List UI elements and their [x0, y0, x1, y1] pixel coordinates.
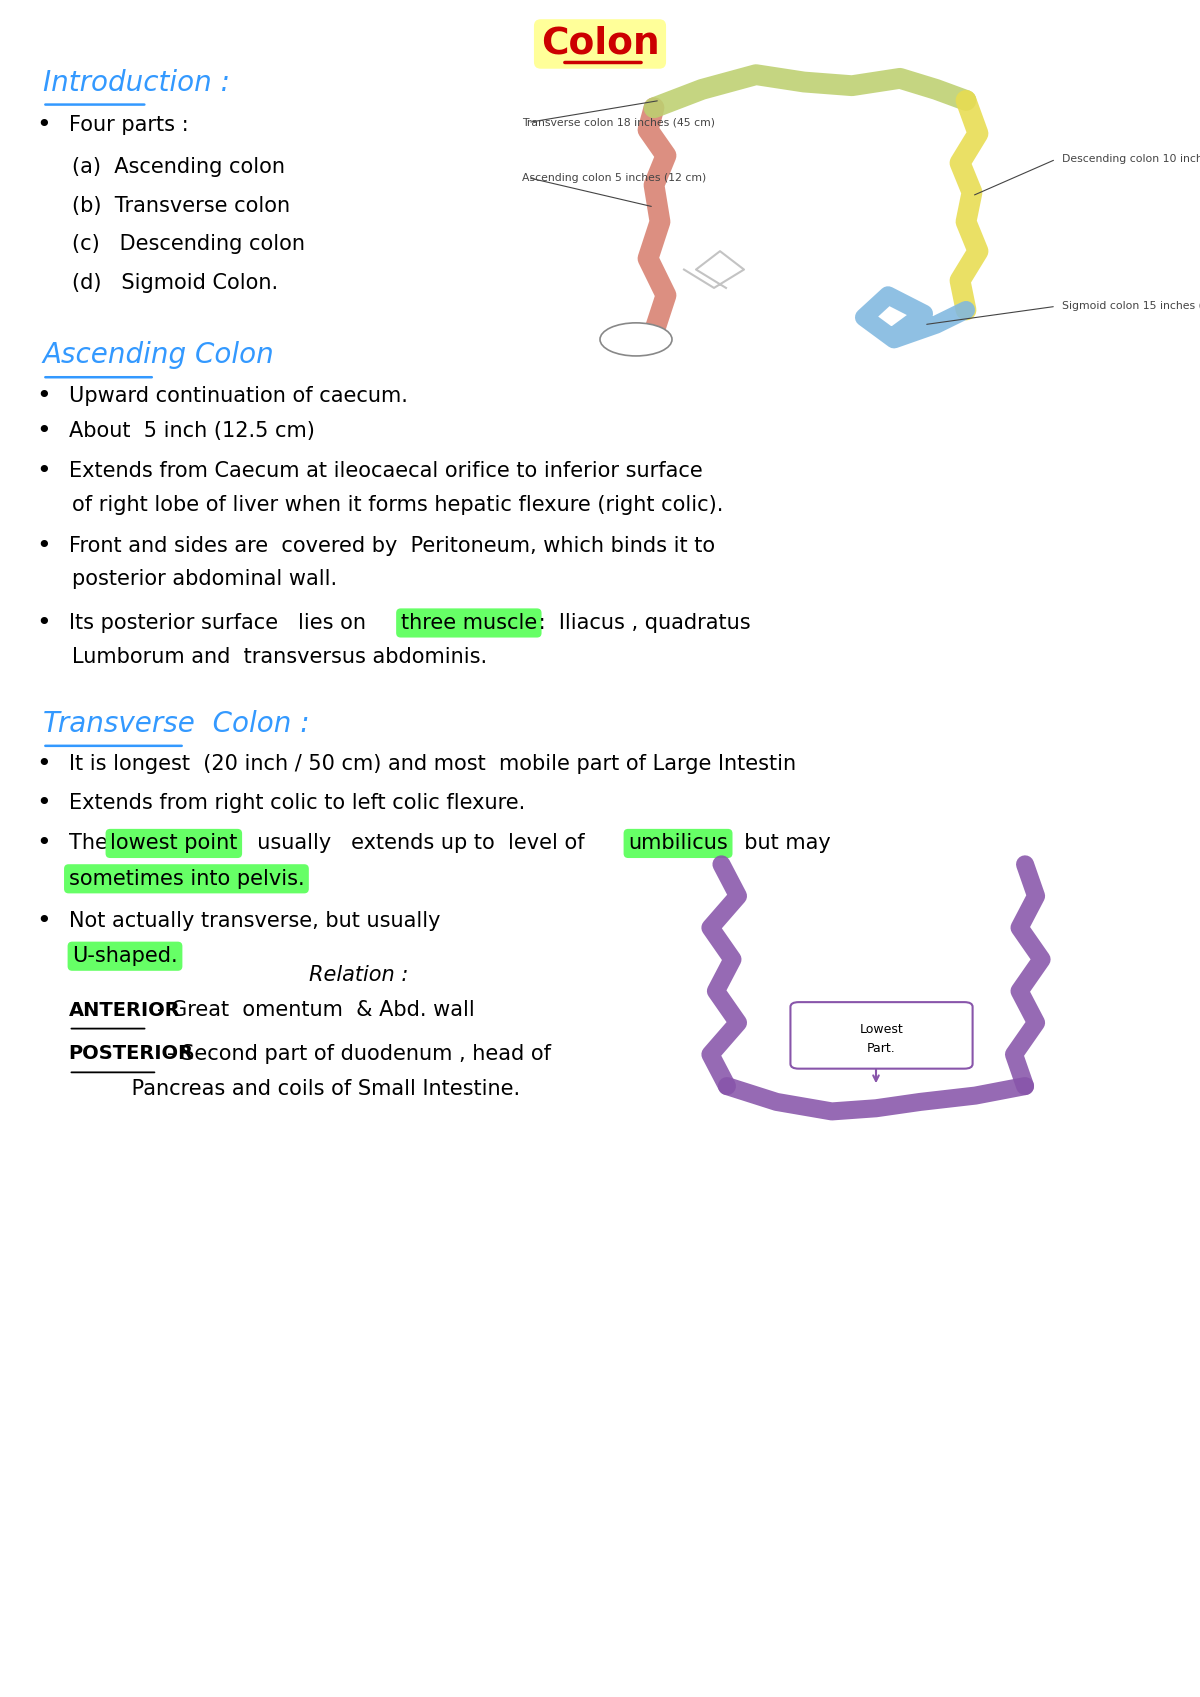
- Text: U-shaped.: U-shaped.: [72, 947, 178, 966]
- Text: Ascending colon 5 inches (12 cm): Ascending colon 5 inches (12 cm): [522, 173, 707, 183]
- Text: :  Iliacus , quadratus: : Iliacus , quadratus: [533, 613, 751, 633]
- Text: of right lobe of liver when it forms hepatic flexure (right colic).: of right lobe of liver when it forms hep…: [72, 496, 724, 516]
- Text: usually   extends up to  level of: usually extends up to level of: [244, 833, 598, 854]
- Ellipse shape: [600, 322, 672, 356]
- Text: Colon: Colon: [541, 25, 659, 63]
- Text: but may: but may: [731, 833, 830, 854]
- Text: Introduction :: Introduction :: [42, 68, 229, 97]
- Text: The: The: [68, 833, 114, 854]
- Text: - Great  omentum  & Abd. wall: - Great omentum & Abd. wall: [157, 1000, 475, 1020]
- Text: •: •: [36, 910, 52, 933]
- Text: It is longest  (20 inch / 50 cm) and most  mobile part of Large Intestin: It is longest (20 inch / 50 cm) and most…: [68, 755, 796, 774]
- Text: Four parts :: Four parts :: [68, 115, 188, 134]
- Text: Its posterior surface   lies on: Its posterior surface lies on: [68, 613, 372, 633]
- Text: Pancreas and coils of Small Intestine.: Pancreas and coils of Small Intestine.: [72, 1079, 521, 1100]
- Text: •: •: [36, 460, 52, 484]
- Text: Extends from Caecum at ileocaecal orifice to inferior surface: Extends from Caecum at ileocaecal orific…: [68, 462, 702, 482]
- Text: Transverse colon 18 inches (45 cm): Transverse colon 18 inches (45 cm): [522, 117, 715, 127]
- Text: Descending colon 10 inches (25 cm): Descending colon 10 inches (25 cm): [1062, 154, 1200, 165]
- Text: Ascending Colon: Ascending Colon: [42, 341, 275, 370]
- Text: lowest point: lowest point: [110, 833, 238, 854]
- Text: •: •: [36, 419, 52, 443]
- Text: Front and sides are  covered by  Peritoneum, which binds it to: Front and sides are covered by Peritoneu…: [68, 536, 715, 555]
- Text: Lowest: Lowest: [859, 1023, 904, 1035]
- Text: (c)   Descending colon: (c) Descending colon: [72, 234, 305, 255]
- Text: Upward continuation of caecum.: Upward continuation of caecum.: [68, 385, 408, 406]
- Text: •: •: [36, 611, 52, 635]
- Text: POSTERIOR: POSTERIOR: [68, 1044, 193, 1064]
- Text: Sigmoid colon 15 inches (37.5 cm): Sigmoid colon 15 inches (37.5 cm): [1062, 302, 1200, 311]
- Text: (a)  Ascending colon: (a) Ascending colon: [72, 156, 286, 176]
- Text: •: •: [36, 112, 52, 137]
- Text: •: •: [36, 832, 52, 855]
- Text: Not actually transverse, but usually: Not actually transverse, but usually: [68, 911, 440, 932]
- Text: •: •: [36, 384, 52, 407]
- Text: About  5 inch (12.5 cm): About 5 inch (12.5 cm): [68, 421, 314, 441]
- Text: umbilicus: umbilicus: [628, 833, 728, 854]
- Text: (b)  Transverse colon: (b) Transverse colon: [72, 195, 290, 216]
- Text: - Second part of duodenum , head of: - Second part of duodenum , head of: [167, 1044, 551, 1064]
- Text: Lumborum and  transversus abdominis.: Lumborum and transversus abdominis.: [72, 647, 487, 667]
- Text: Transverse  Colon :: Transverse Colon :: [42, 709, 310, 738]
- Text: •: •: [36, 791, 52, 815]
- Text: (d)   Sigmoid Colon.: (d) Sigmoid Colon.: [72, 273, 278, 294]
- Text: Part.: Part.: [868, 1042, 896, 1054]
- Text: posterior abdominal wall.: posterior abdominal wall.: [72, 568, 337, 589]
- Text: Relation :: Relation :: [310, 964, 409, 984]
- Text: three muscle: three muscle: [401, 613, 536, 633]
- Text: ANTERIOR: ANTERIOR: [68, 1001, 180, 1020]
- Text: •: •: [36, 752, 52, 776]
- Text: •: •: [36, 533, 52, 558]
- Text: Extends from right colic to left colic flexure.: Extends from right colic to left colic f…: [68, 792, 524, 813]
- Text: sometimes into pelvis.: sometimes into pelvis.: [68, 869, 305, 889]
- FancyBboxPatch shape: [791, 1003, 973, 1069]
